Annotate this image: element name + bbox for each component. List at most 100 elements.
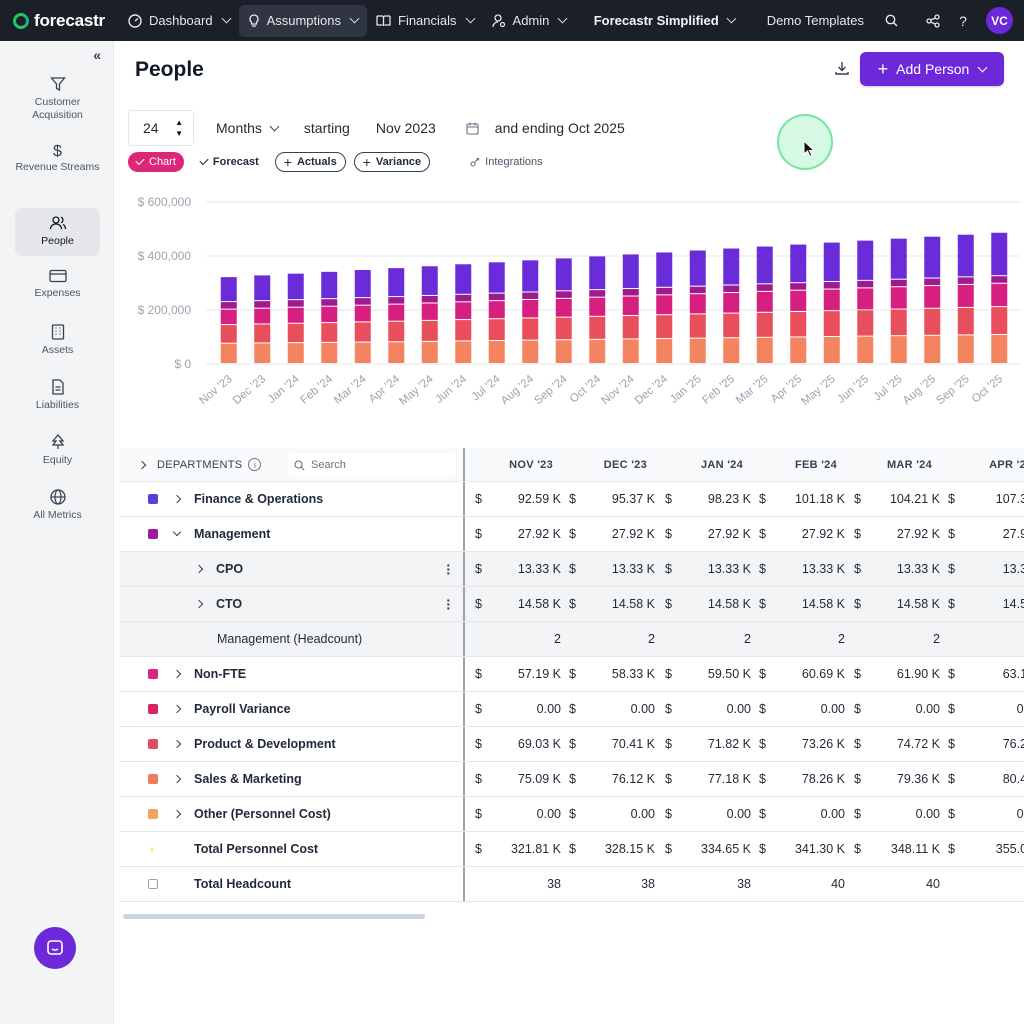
unit-select[interactable]: Months — [216, 120, 280, 136]
value-cell[interactable]: $14.58 K — [751, 587, 845, 621]
table-row[interactable]: Payroll Variance $0.00 $0.00 $0.00 $0.00 $0.0… — [120, 692, 1024, 727]
value-cell[interactable]: $0.00 — [657, 692, 751, 726]
value-cell[interactable]: $60.69 K — [751, 657, 845, 691]
table-row[interactable]: CTO · · · $14.58 K $14.58 K $14.58 K $14.58 K $1… — [120, 587, 1024, 622]
chevron-right-icon[interactable] — [137, 460, 147, 469]
value-cell[interactable]: $14.58 K — [561, 587, 655, 621]
value-cell[interactable]: $27.92 K — [751, 517, 845, 551]
value-cell[interactable] — [940, 622, 1024, 656]
value-cell[interactable]: $355.09 — [940, 832, 1024, 866]
nav-financials[interactable]: Financials — [367, 5, 483, 37]
info-icon[interactable]: i — [248, 458, 262, 471]
table-row[interactable]: Finance & Operations $92.59 K $95.37 K $98.… — [120, 482, 1024, 517]
month-header[interactable]: DEC '23 — [603, 458, 647, 471]
add-person-button[interactable]: + Add Person — [860, 52, 1004, 86]
value-cell[interactable]: $73.26 K — [751, 727, 845, 761]
value-cell[interactable]: $14.58 K — [467, 587, 561, 621]
chart-toggle[interactable]: Chart — [128, 152, 184, 172]
value-cell[interactable]: $77.18 K — [657, 762, 751, 796]
value-cell[interactable]: $27.92 — [940, 517, 1024, 551]
table-search-input[interactable]: Search — [288, 454, 456, 476]
table-row[interactable]: Sales & Marketing $75.09 K $76.12 K $77.18 … — [120, 762, 1024, 797]
value-cell[interactable]: $334.65 K — [657, 832, 751, 866]
chevron-right-icon[interactable] — [172, 739, 182, 749]
value-cell[interactable]: $0.00 — [657, 797, 751, 831]
month-header[interactable]: NOV '23 — [509, 458, 553, 471]
value-cell[interactable]: 4 — [940, 867, 1024, 901]
value-cell[interactable]: $75.09 K — [467, 762, 561, 796]
value-cell[interactable]: $13.33 K — [561, 552, 655, 586]
value-cell[interactable]: 2 — [561, 622, 655, 656]
value-cell[interactable]: $321.81 K — [467, 832, 561, 866]
demo-templates-link[interactable]: Demo Templates — [766, 13, 864, 28]
value-cell[interactable]: 2 — [751, 622, 845, 656]
value-cell[interactable]: $74.72 K — [846, 727, 940, 761]
value-cell[interactable]: $27.92 K — [846, 517, 940, 551]
value-cell[interactable]: $76.12 K — [561, 762, 655, 796]
sidebar-item-all-metrics[interactable]: All Metrics — [15, 489, 100, 525]
chat-support-button[interactable] — [34, 927, 76, 969]
arrow-up-icon[interactable]: ▲ — [175, 118, 183, 127]
month-header[interactable]: JAN '24 — [700, 458, 743, 471]
value-cell[interactable]: $101.18 K — [751, 482, 845, 516]
value-cell[interactable]: $0.00 — [561, 692, 655, 726]
value-cell[interactable]: $104.21 K — [846, 482, 940, 516]
sidebar-item-people[interactable]: People — [15, 208, 100, 256]
value-cell[interactable]: $13.33 K — [751, 552, 845, 586]
value-cell[interactable]: $98.23 K — [657, 482, 751, 516]
value-cell[interactable]: $71.82 K — [657, 727, 751, 761]
sidebar-item-equity[interactable]: Equity — [15, 434, 100, 470]
collapse-sidebar-icon[interactable]: « — [93, 47, 101, 63]
table-row[interactable]: CPO · · · $13.33 K $13.33 K $13.33 K $13.33 K $1… — [120, 552, 1024, 587]
value-cell[interactable]: $14.58 K — [657, 587, 751, 621]
value-cell[interactable]: $0.00 — [561, 797, 655, 831]
stepper-arrows[interactable]: ▲ ▼ — [175, 117, 183, 139]
avatar[interactable]: VC — [986, 7, 1013, 34]
value-cell[interactable]: $27.92 K — [561, 517, 655, 551]
value-cell[interactable]: $63.14 — [940, 657, 1024, 691]
value-cell[interactable]: 2 — [846, 622, 940, 656]
value-cell[interactable]: 40 — [751, 867, 845, 901]
value-cell[interactable]: 38 — [657, 867, 751, 901]
value-cell[interactable]: $95.37 K — [561, 482, 655, 516]
value-cell[interactable]: 40 — [846, 867, 940, 901]
value-cell[interactable]: 2 — [657, 622, 751, 656]
value-cell[interactable]: $59.50 K — [657, 657, 751, 691]
chevron-down-icon[interactable] — [172, 527, 182, 537]
value-cell[interactable]: $328.15 K — [561, 832, 655, 866]
chevron-right-icon[interactable] — [172, 809, 182, 819]
value-cell[interactable]: 2 — [467, 622, 561, 656]
value-cell[interactable]: $0.00 — [846, 692, 940, 726]
actuals-toggle[interactable]: + Actuals — [274, 152, 346, 172]
arrow-down-icon[interactable]: ▼ — [175, 129, 183, 138]
workspace-selector[interactable]: Forecastr Simplified — [594, 13, 737, 28]
value-cell[interactable]: $69.03 K — [467, 727, 561, 761]
search-button[interactable] — [876, 6, 906, 36]
month-header[interactable]: FEB '24 — [794, 458, 837, 471]
chevron-right-icon[interactable] — [172, 774, 182, 784]
nav-dashboard[interactable]: Dashboard — [119, 5, 239, 37]
table-row[interactable]: ▲ Total Personnel Cost $321.81 K $328.15 K $… — [120, 832, 1024, 867]
table-row[interactable]: Product & Development $69.03 K $70.41 K $71… — [120, 727, 1024, 762]
value-cell[interactable]: $76.22 — [940, 727, 1024, 761]
value-cell[interactable]: $341.30 K — [751, 832, 845, 866]
value-cell[interactable]: $27.92 K — [467, 517, 561, 551]
horizontal-scrollbar[interactable] — [123, 914, 425, 919]
value-cell[interactable]: $78.26 K — [751, 762, 845, 796]
value-cell[interactable]: $14.58 — [940, 587, 1024, 621]
more-options-icon[interactable]: · · · — [446, 557, 451, 581]
chevron-right-icon[interactable] — [172, 704, 182, 714]
nav-assumptions[interactable]: Assumptions — [238, 4, 367, 37]
value-cell[interactable]: $80.48 — [940, 762, 1024, 796]
logo[interactable]: forecastr — [13, 11, 105, 31]
value-cell[interactable]: $0.00 — [751, 692, 845, 726]
chevron-right-icon[interactable] — [194, 599, 204, 609]
value-cell[interactable]: 38 — [561, 867, 655, 901]
integrations-link[interactable]: Integrations — [462, 152, 550, 172]
sidebar-item-expenses[interactable]: Expenses — [15, 269, 100, 305]
value-cell[interactable]: $107.34 — [940, 482, 1024, 516]
chevron-right-icon[interactable] — [172, 494, 182, 504]
table-row[interactable]: Non-FTE $57.19 K $58.33 K $59.50 K $60.69 K $… — [120, 657, 1024, 692]
value-cell[interactable]: $61.90 K — [846, 657, 940, 691]
value-cell[interactable]: $0.00 — [467, 797, 561, 831]
